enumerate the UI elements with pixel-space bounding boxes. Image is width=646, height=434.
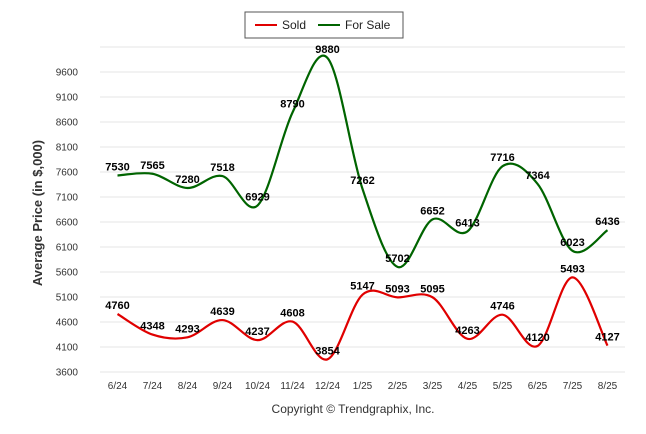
y-tick-label: 9600 [56,68,79,79]
series-lines [116,54,609,361]
x-tick-label: 8/25 [598,381,618,392]
y-tick-label: 8600 [56,118,79,129]
data-label-for-sale: 7565 [140,160,164,172]
data-label-for-sale: 6929 [245,192,269,204]
x-tick-label: 11/24 [280,381,305,392]
data-label-for-sale: 7280 [175,174,199,186]
data-label-sold: 4348 [140,321,164,333]
x-tick-label: 6/25 [528,381,548,392]
y-tick-label: 8100 [56,143,79,154]
data-label-sold: 4293 [175,323,199,335]
x-axis-ticks: 6/24 7/24 8/24 9/24 10/24 11/24 12/24 1/25 2/25 3… [108,381,618,392]
data-label-sold: 5093 [385,283,409,295]
x-tick-label: 2/25 [388,381,408,392]
data-label-sold: 4263 [455,325,479,337]
x-tick-label: 1/25 [353,381,373,392]
y-tick-label: 9100 [56,93,79,104]
y-tick-label: 6600 [56,218,79,229]
y-tick-label: 5600 [56,268,79,279]
data-label-for-sale: 7530 [105,162,129,174]
x-tick-label: 5/25 [493,381,513,392]
legend: Sold For Sale [244,11,404,39]
legend-label-for-sale: For Sale [345,18,391,32]
data-label-sold: 4608 [280,308,304,320]
data-label-for-sale: 8790 [280,99,304,111]
series-line-for-sale [117,54,609,269]
y-tick-label: 3600 [56,368,79,379]
x-tick-label: 6/24 [108,381,128,392]
data-label-for-sale: 5702 [385,253,409,265]
y-tick-label: 7100 [56,193,79,204]
x-tick-label: 12/24 [315,381,340,392]
data-label-sold: 4639 [210,306,234,318]
x-tick-label: 8/24 [178,381,198,392]
data-label-for-sale: 6413 [455,217,479,229]
y-axis-ticks: 3600 4100 4600 5100 5600 6100 6600 7100 7600 8100… [56,68,79,379]
data-label-sold: 4127 [595,332,619,344]
y-tick-label: 4600 [56,318,79,329]
data-label-sold: 4746 [490,301,514,313]
data-label-for-sale: 6436 [595,216,619,228]
data-labels: 4760 4348 4293 4639 4237 4608 3854 5147 5093 5095… [105,44,619,357]
y-tick-label: 6100 [56,243,79,254]
legend-label-sold: Sold [282,18,306,32]
data-label-sold: 4237 [245,326,269,338]
data-label-sold: 3854 [315,345,340,357]
data-label-for-sale: 7716 [490,152,514,164]
data-label-sold: 5147 [350,281,374,293]
x-tick-label: 3/25 [423,381,443,392]
y-tick-label: 7600 [56,168,79,179]
data-label-sold: 5095 [420,283,444,295]
data-label-for-sale: 9880 [315,44,339,56]
data-label-sold: 4120 [525,332,549,344]
x-tick-label: 9/24 [213,381,233,392]
data-label-for-sale: 7364 [525,170,550,182]
data-label-for-sale: 6652 [420,205,444,217]
data-label-sold: 5493 [560,263,584,275]
y-tick-label: 4100 [56,343,79,354]
x-tick-label: 7/25 [563,381,583,392]
data-label-for-sale: 7262 [350,175,374,187]
y-axis-title: Average Price (in $,000) [30,140,45,286]
data-label-for-sale: 7518 [210,162,234,174]
x-tick-label: 4/25 [458,381,478,392]
series-line-sold [116,276,609,361]
grid-lines [100,46,625,373]
x-tick-label: 7/24 [143,381,163,392]
copyright-footer: Copyright © Trendgraphix, Inc. [272,402,435,416]
y-tick-label: 5100 [56,293,79,304]
data-label-sold: 4760 [105,300,129,312]
x-tick-label: 10/24 [245,381,270,392]
data-label-for-sale: 6023 [560,237,584,249]
